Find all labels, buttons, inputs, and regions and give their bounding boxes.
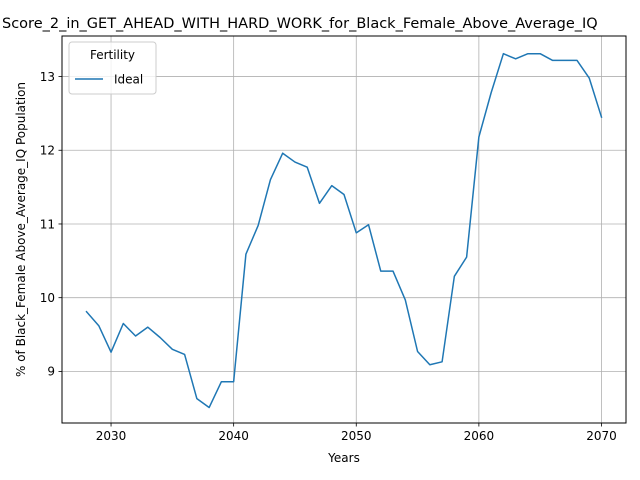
legend: Fertility Ideal: [68, 41, 157, 95]
series-line-ideal: [85, 52, 603, 409]
legend-title: Fertility: [90, 48, 135, 62]
y-axis-label: % of Black_Female Above_Average_IQ Popul…: [14, 82, 28, 377]
y-tick-label: 12: [40, 144, 55, 158]
x-tick-label: 2040: [218, 429, 249, 443]
grid: [62, 36, 626, 423]
legend-entry-label: Ideal: [114, 72, 143, 86]
legend-box: [68, 41, 157, 95]
x-tick-label: 2060: [464, 429, 495, 443]
y-tick-label: 10: [40, 291, 55, 305]
y-tick-label: 9: [47, 365, 55, 379]
chart-title: Score_2_in_GET_AHEAD_WITH_HARD_WORK_for_…: [2, 16, 598, 32]
y-tick-label: 13: [40, 70, 55, 84]
x-axis-label: Years: [327, 451, 360, 465]
x-tick-label: 2030: [96, 429, 127, 443]
y-tick-label: 11: [40, 217, 55, 231]
plot-frame: [61, 35, 627, 424]
ticks: 2030 2040 2050 2060 2070 9 10 11 12 13: [40, 70, 617, 443]
series-layer: [85, 52, 603, 409]
x-tick-label: 2050: [341, 429, 372, 443]
x-tick-label: 2070: [586, 429, 617, 443]
